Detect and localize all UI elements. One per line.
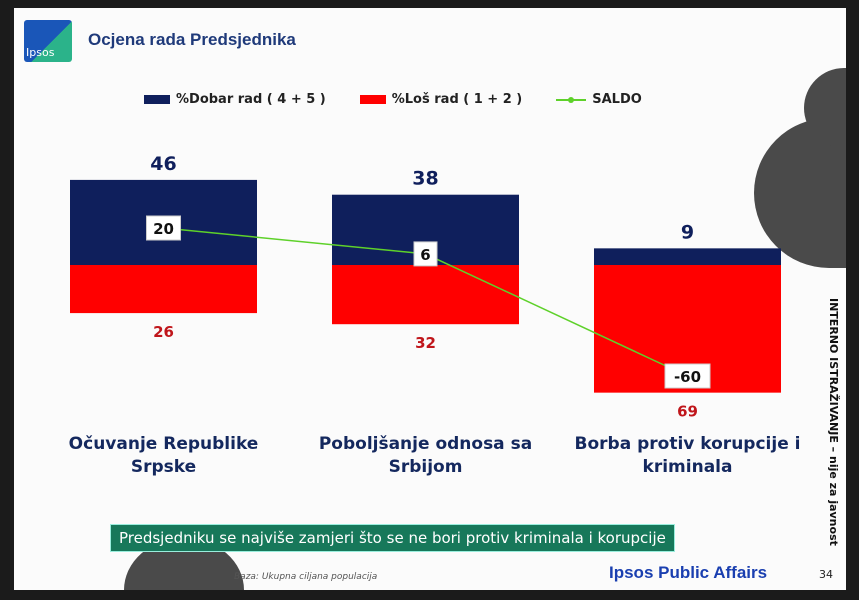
brand-text: Ipsos Public Affairs [609,563,768,582]
legend-label: %Loš rad ( 1 + 2 ) [391,92,523,107]
category-label-line: Borba protiv korupcije i [574,434,801,454]
legend: %Dobar rad ( 4 + 5 ) %Loš rad ( 1 + 2 ) … [144,92,642,107]
category-label: Očuvanje Republike Srpske [34,433,294,479]
legend-label: SALDO [592,92,642,107]
legend-item-good: %Dobar rad ( 4 + 5 ) [144,92,326,107]
category-label-line: kriminala [642,457,733,477]
side-note: INTERNO ISTRAŽIVANJE – nije za javnost [827,298,840,546]
data-label-good: 46 [150,153,176,175]
data-label-good: 9 [681,221,694,243]
saldo-label-box [413,241,438,267]
saldo-label-box [146,215,181,241]
saldo-label: -60 [674,368,701,386]
bar-good [594,248,781,265]
legend-line-marker [556,96,587,103]
legend-label: %Dobar rad ( 4 + 5 ) [176,92,326,107]
category-label: Poboljšanje odnosa sa Srbijom [296,433,556,479]
category-label-line: Poboljšanje odnosa sa [318,434,533,454]
category-label: Borba protiv korupcije i kriminala [558,433,818,479]
page-number: 34 [819,568,833,581]
conclusion-banner: Predsjedniku se najviše zamjeri što se n… [110,524,675,552]
bar-bad [332,265,519,325]
data-label-bad: 69 [677,403,698,421]
legend-swatch [359,95,386,104]
saldo-label-box [664,363,711,389]
chart: 46 26 38 32 9 69 20 6 -60 [70,153,781,421]
base-note: Baza: Ukupna ciljana populacija [234,572,378,582]
category-label-line: Srpske [130,457,197,477]
slide: Ipsos Ocjena rada Predsjednika %Dobar ra… [14,8,846,590]
data-label-bad: 32 [415,334,436,352]
ipsos-logo: Ipsos [24,20,72,62]
logo-text: Ipsos [26,46,55,59]
legend-item-bad: %Loš rad ( 1 + 2 ) [359,92,523,107]
data-label-bad: 26 [153,323,174,341]
page-title: Ocjena rada Predsjednika [88,30,296,49]
category-label-line: Očuvanje Republike [68,434,259,454]
legend-swatch [144,95,170,104]
bar-bad [70,265,257,314]
category-label-line: Srbijom [388,457,463,477]
saldo-label: 6 [420,246,430,264]
legend-item-saldo: SALDO [556,92,642,107]
saldo-label: 20 [153,220,174,238]
data-label-good: 38 [412,168,438,190]
